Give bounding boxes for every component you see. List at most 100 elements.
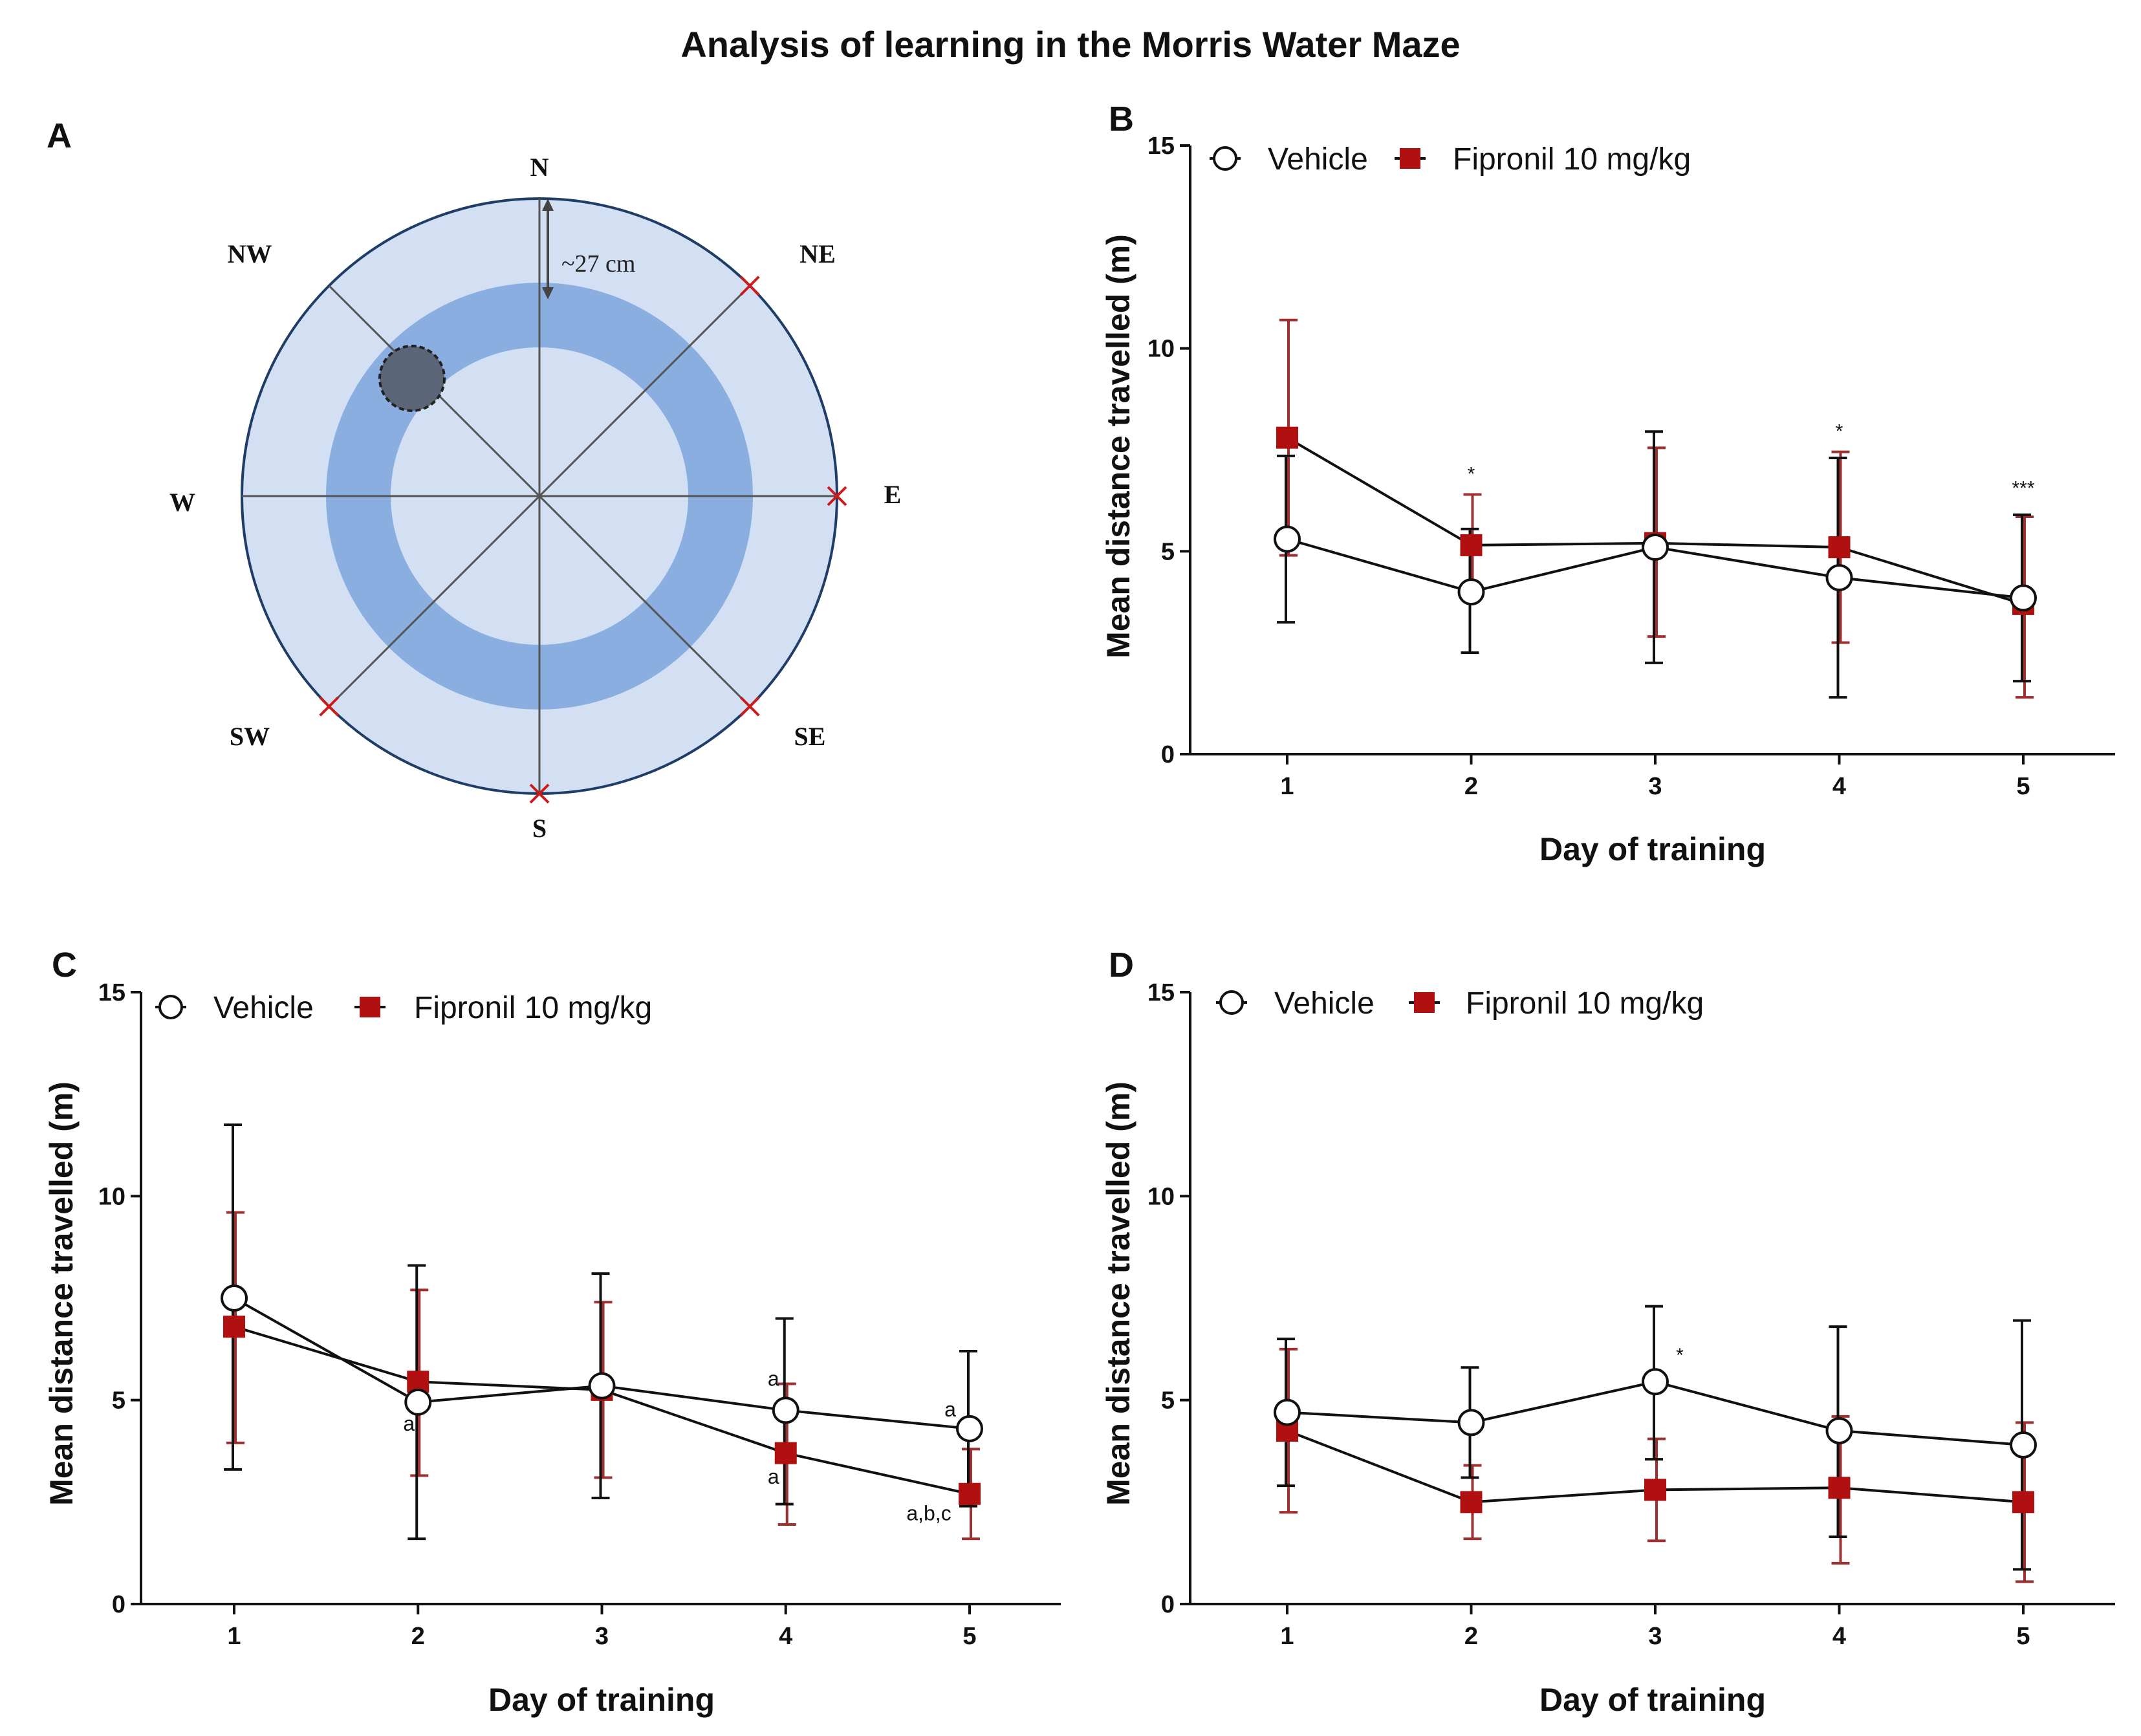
fipronil-point — [1276, 426, 1298, 449]
vehicle-point — [1825, 1416, 1853, 1444]
fipronil-point — [959, 1482, 981, 1505]
legend-fipronil-marker — [1400, 148, 1420, 169]
compass-n: N — [530, 153, 549, 182]
x-tick-label: 3 — [1648, 1623, 1662, 1650]
compass-se: SE — [794, 722, 826, 751]
x-tick-label: 2 — [1464, 1623, 1478, 1650]
legend-fipronil-label: Fipronil 10 mg/kg — [414, 991, 652, 1025]
fipronil-point — [774, 1442, 797, 1464]
panel-b-letter: B — [1109, 100, 1134, 138]
x-tick-label: 2 — [411, 1623, 425, 1650]
x-tick-label: 3 — [1648, 773, 1662, 800]
legend-fipronil-marker — [360, 997, 380, 1017]
start-marker-icon — [739, 276, 760, 296]
panel-a-maze-diagram: A ~27 cm N NE E SE S SW W NW — [47, 116, 901, 843]
fipronil-point — [1460, 534, 1483, 556]
y-tick-label: 0 — [1161, 741, 1175, 768]
distance-arrow-icon — [542, 199, 554, 299]
significance-annotation: a — [403, 1412, 415, 1435]
y-tick-label: 10 — [1147, 336, 1175, 363]
y-tick-label: 0 — [112, 1591, 125, 1618]
vehicle-point — [588, 1372, 616, 1400]
y-tick-label: 5 — [112, 1387, 125, 1415]
panel-d-legend: Vehicle Fipronil 10 mg/kg — [1216, 986, 1704, 1021]
x-tick-label: 2 — [1464, 773, 1478, 800]
x-tick-label: 4 — [1832, 773, 1846, 800]
x-tick-label: 5 — [962, 1623, 976, 1650]
vehicle-point — [404, 1388, 432, 1416]
fipronil-point — [1828, 536, 1851, 559]
y-tick-label: 10 — [98, 1183, 125, 1210]
y-tick-label: 0 — [1161, 1591, 1175, 1618]
y-tick-label: 15 — [1147, 979, 1175, 1006]
fipronil-point — [1644, 1479, 1666, 1501]
compass-s: S — [532, 814, 547, 843]
panel-b-y-axis-title: Mean distance travelled (m) — [1100, 234, 1136, 658]
start-marker-icon — [827, 486, 847, 506]
legend-vehicle-label: Vehicle — [1268, 142, 1368, 177]
panel-c-letter: C — [52, 946, 77, 984]
legend-vehicle-marker — [158, 995, 183, 1019]
vehicle-point — [2010, 584, 2037, 612]
panel-d-y-axis-title: Mean distance travelled (m) — [1100, 1081, 1136, 1506]
compass-e: E — [884, 480, 902, 509]
legend-vehicle-label: Vehicle — [1274, 986, 1375, 1021]
start-markers — [319, 276, 847, 804]
y-tick-label: 15 — [1147, 133, 1175, 160]
x-tick-label: 4 — [1832, 1623, 1846, 1650]
y-tick-label: 10 — [1147, 1183, 1175, 1210]
y-tick-label: 5 — [1161, 1387, 1175, 1415]
x-tick-label: 4 — [779, 1623, 792, 1650]
vehicle-point — [1274, 1398, 1301, 1426]
vehicle-point — [1642, 1368, 1669, 1396]
start-marker-icon — [739, 696, 760, 717]
vehicle-point — [1457, 1409, 1485, 1437]
compass-sw: SW — [230, 722, 270, 751]
panel-d-chart: D 0 5 10 15 1 2 3 4 5 * Day of training Mean dist… — [1100, 946, 2115, 1718]
significance-annotation: a — [768, 1367, 779, 1391]
x-tick-label: 5 — [2016, 773, 2030, 800]
significance-annotation: a — [768, 1465, 779, 1488]
panel-c-chart: C 0 5 10 15 1 2 3 4 5 a a a a a,b,c Day of training M… — [43, 946, 1061, 1718]
vehicle-point — [1457, 578, 1485, 606]
panel-c-plot-area: 0 5 10 15 1 2 3 4 5 a a a a a,b,c — [98, 979, 1061, 1650]
legend-vehicle-label: Vehicle — [213, 991, 314, 1025]
significance-annotation: a — [944, 1398, 956, 1421]
panel-a-letter: A — [47, 116, 72, 155]
x-tick-label: 1 — [227, 1623, 241, 1650]
panel-c-x-axis-title: Day of training — [488, 1682, 715, 1718]
vehicle-point — [1642, 534, 1669, 561]
vehicle-point — [956, 1415, 983, 1442]
vehicle-point — [772, 1396, 799, 1424]
significance-annotation: * — [1836, 421, 1843, 442]
compass-nw: NW — [228, 239, 272, 268]
legend-vehicle-marker — [1219, 990, 1244, 1015]
panel-c-y-axis-title: Mean distance travelled (m) — [43, 1081, 80, 1506]
panel-d-x-axis-title: Day of training — [1539, 1682, 1766, 1718]
vehicle-point — [221, 1285, 248, 1312]
fipronil-point — [1828, 1477, 1851, 1499]
fipronil-point — [2012, 1491, 2034, 1514]
legend-fipronil-label: Fipronil 10 mg/kg — [1466, 986, 1704, 1021]
x-tick-label: 1 — [1280, 773, 1294, 800]
significance-annotation: * — [1676, 1345, 1684, 1366]
compass-w: W — [169, 488, 195, 517]
legend-fipronil-marker — [1414, 992, 1435, 1013]
compass-ne: NE — [799, 239, 836, 268]
legend-vehicle-marker — [1213, 146, 1237, 171]
distance-label: ~27 cm — [561, 250, 635, 277]
panel-d-letter: D — [1109, 946, 1134, 984]
significance-annotation: *** — [2012, 478, 2034, 499]
start-marker-icon — [319, 696, 340, 717]
legend-fipronil-label: Fipronil 10 mg/kg — [1453, 142, 1691, 177]
vehicle-point — [1274, 525, 1301, 553]
vehicle-point — [2010, 1431, 2037, 1459]
x-tick-label: 3 — [595, 1623, 609, 1650]
fipronil-point — [223, 1316, 245, 1338]
significance-annotation: * — [1468, 464, 1475, 485]
vehicle-point — [1825, 564, 1853, 592]
